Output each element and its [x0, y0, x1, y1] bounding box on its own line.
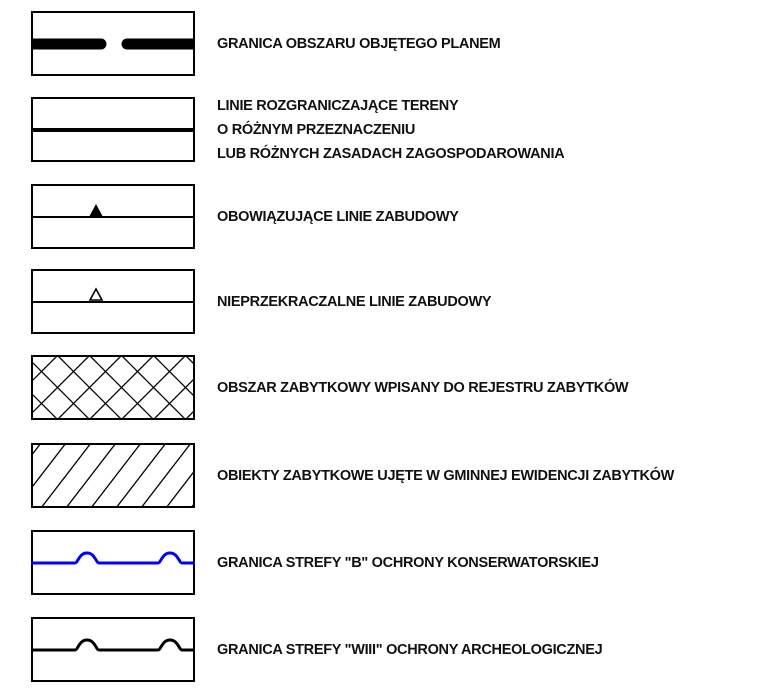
demarcation-lines-symbol — [31, 97, 195, 162]
registered-heritage-area-symbol — [31, 355, 195, 420]
legend-item-non-exceedable-building-lines: NIEPRZEKRACZALNE LINIE ZABUDOWY — [31, 269, 751, 334]
legend-item-demarcation-lines: LINIE ROZGRANICZAJĄCE TERENY O RÓŻNYM PR… — [31, 97, 751, 162]
plan-boundary-symbol — [31, 11, 195, 76]
legend-item-zone-wiii-boundary: GRANICA STREFY "WIII" OCHRONY ARCHEOLOGI… — [31, 617, 751, 682]
mandatory-building-lines-symbol — [31, 184, 195, 249]
legend-item-registered-heritage-area: OBSZAR ZABYTKOWY WPISANY DO REJESTRU ZAB… — [31, 355, 751, 420]
legend-label: OBOWIĄZUJĄCE LINIE ZABUDOWY — [217, 208, 459, 225]
non-exceedable-building-lines-symbol — [31, 269, 195, 334]
municipal-heritage-objects-symbol — [31, 443, 195, 508]
legend-label: GRANICA OBSZARU OBJĘTEGO PLANEM — [217, 35, 501, 52]
legend-label: GRANICA STREFY "B" OCHRONY KONSERWATORSK… — [217, 554, 599, 571]
zone-b-boundary-symbol — [31, 530, 195, 595]
legend-label: OBSZAR ZABYTKOWY WPISANY DO REJESTRU ZAB… — [217, 379, 629, 396]
legend-label: LINIE ROZGRANICZAJĄCE TERENY O RÓŻNYM PR… — [217, 97, 565, 162]
legend-label: NIEPRZEKRACZALNE LINIE ZABUDOWY — [217, 293, 492, 310]
legend-label: GRANICA STREFY "WIII" OCHRONY ARCHEOLOGI… — [217, 641, 603, 658]
legend-item-municipal-heritage-objects: OBIEKTY ZABYTKOWE UJĘTE W GMINNEJ EWIDEN… — [31, 443, 751, 508]
legend-label: OBIEKTY ZABYTKOWE UJĘTE W GMINNEJ EWIDEN… — [217, 467, 675, 484]
filled-triangle-icon — [89, 204, 103, 217]
legend-item-plan-boundary: GRANICA OBSZARU OBJĘTEGO PLANEM — [31, 11, 751, 76]
legend-item-mandatory-building-lines: OBOWIĄZUJĄCE LINIE ZABUDOWY — [31, 184, 751, 249]
zone-wiii-boundary-symbol — [31, 617, 195, 682]
hollow-triangle-icon — [88, 287, 104, 301]
legend-item-zone-b-boundary: GRANICA STREFY "B" OCHRONY KONSERWATORSK… — [31, 530, 751, 595]
